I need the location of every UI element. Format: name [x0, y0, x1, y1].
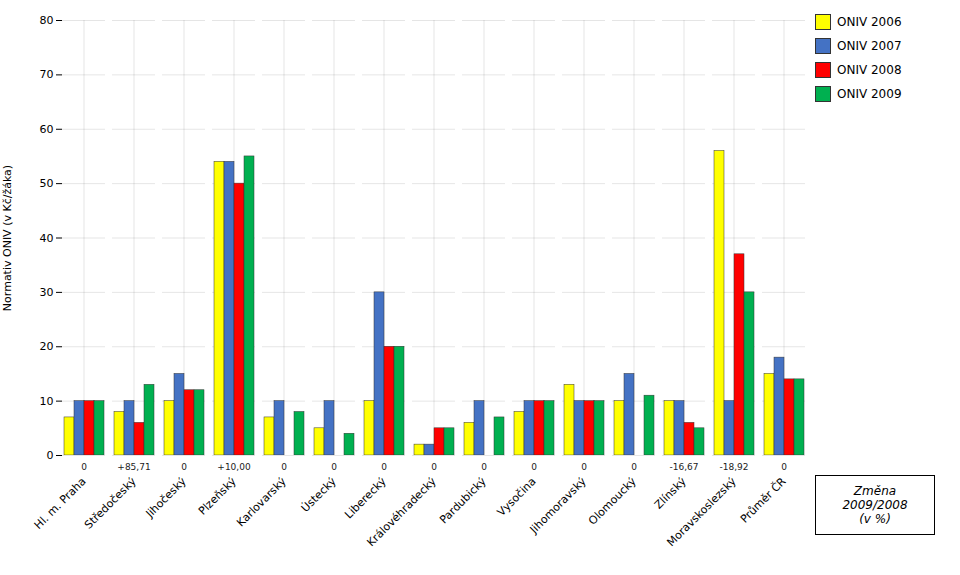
svg-text:50: 50	[40, 177, 54, 190]
svg-text:0: 0	[531, 462, 537, 472]
svg-text:20: 20	[40, 340, 54, 353]
html-text:ONIV 2008: ONIV 2008	[837, 63, 902, 77]
svg-text:70: 70	[40, 68, 54, 81]
svg-text:-18,92: -18,92	[719, 462, 748, 472]
html-text:Změna 2009/2008 (v %): Změna 2009/2008 (v %)	[842, 484, 908, 526]
html-text:ONIV 2007: ONIV 2007	[837, 39, 902, 53]
svg-text:10: 10	[40, 395, 54, 408]
svg-text:0: 0	[47, 449, 54, 462]
svg-text:Středočeský: Středočeský	[82, 475, 139, 532]
svg-text:Vysočina: Vysočina	[495, 475, 539, 519]
svg-text:Normativ ONIV (v Kč/žáka): Normativ ONIV (v Kč/žáka)	[1, 165, 14, 311]
svg-text:0: 0	[81, 462, 87, 472]
svg-text:+85,71: +85,71	[117, 462, 150, 472]
html-text:ONIV 2006: ONIV 2006	[837, 15, 902, 29]
svg-text:0: 0	[181, 462, 187, 472]
svg-text:-16,67: -16,67	[669, 462, 698, 472]
svg-text:Pardubický: Pardubický	[437, 475, 489, 527]
svg-text:30: 30	[40, 286, 54, 299]
html-text:ONIV 2009: ONIV 2009	[837, 87, 902, 101]
svg-text:0: 0	[581, 462, 587, 472]
svg-text:Karlovarský: Karlovarský	[234, 475, 289, 530]
svg-text:0: 0	[481, 462, 487, 472]
svg-text:Hl. m. Praha: Hl. m. Praha	[32, 475, 89, 532]
svg-text:0: 0	[381, 462, 387, 472]
svg-text:0: 0	[431, 462, 437, 472]
svg-text:Průměr ČR: Průměr ČR	[738, 475, 789, 526]
svg-text:0: 0	[631, 462, 637, 472]
svg-text:40: 40	[40, 232, 54, 245]
svg-text:Moravskoslezský: Moravskoslezský	[664, 475, 739, 550]
svg-text:0: 0	[281, 462, 287, 472]
svg-text:Královéhradecký: Královéhradecký	[364, 475, 439, 550]
svg-text:Jihočeský: Jihočeský	[143, 475, 189, 521]
svg-text:Plzeňský: Plzeňský	[196, 475, 239, 518]
svg-text:Olomoucký: Olomoucký	[586, 475, 639, 528]
svg-text:80: 80	[40, 14, 54, 27]
svg-text:Zlínský: Zlínský	[652, 475, 689, 512]
svg-text:+10,00: +10,00	[217, 462, 251, 472]
svg-text:0: 0	[781, 462, 787, 472]
svg-text:Ústecký: Ústecký	[299, 475, 339, 515]
svg-text:Jihomoravský: Jihomoravský	[527, 475, 589, 537]
svg-text:0: 0	[331, 462, 337, 472]
svg-text:60: 60	[40, 123, 54, 136]
svg-text:Liberecký: Liberecký	[342, 475, 389, 522]
